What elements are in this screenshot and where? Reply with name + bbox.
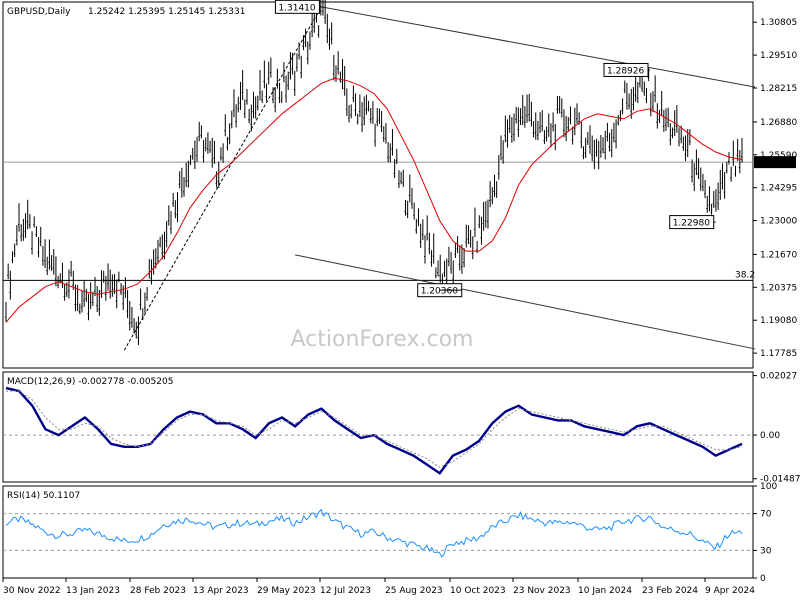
x-tick-label: 10 Oct 2023 (450, 586, 506, 596)
rsi-y-tick-label: 0 (760, 574, 766, 584)
price-y-tick-label: 1.26880 (760, 118, 797, 128)
price-ohlc: 1.25242 1.25395 1.25145 1.25331 (88, 7, 245, 17)
macd-y-tick-label: -0.014877 (760, 475, 800, 485)
price-annotation-label: 1.22980 (673, 219, 710, 229)
channel-line (295, 254, 756, 350)
x-tick-label: 25 Aug 2023 (385, 586, 443, 596)
x-tick-label: 13 Apr 2023 (193, 586, 249, 596)
x-tick-label: 12 Jul 2023 (320, 586, 371, 596)
price-y-tick-label: 1.28215 (760, 84, 797, 94)
x-tick-label: 29 May 2023 (257, 586, 316, 596)
macd-y-tick-label: 0.02027 (760, 372, 797, 382)
watermark: ActionForex.com (291, 327, 474, 352)
price-y-tick-label: 1.17785 (760, 349, 797, 359)
rsi-y-tick-label: 100 (760, 482, 777, 492)
rsi-layer (3, 508, 753, 558)
rsi-y-tick-label: 30 (760, 546, 772, 556)
rsi-y-tick-label: 70 (760, 510, 772, 520)
rsi-panel-title: RSI(14) 50.1107 (7, 491, 80, 501)
last-price-tag (754, 156, 796, 169)
macd-y-tick-label: 0.00 (760, 431, 780, 441)
x-tick-label: 23 Feb 2024 (642, 586, 698, 596)
x-tick-label: 28 Feb 2023 (130, 586, 186, 596)
price-y-tick-label: 1.23000 (760, 217, 797, 227)
price-annotation-label: 1.31410 (278, 3, 315, 13)
x-tick-label: 10 Jan 2024 (578, 586, 632, 596)
macd-signal-line (6, 390, 743, 468)
price-y-tick-label: 1.29510 (760, 51, 797, 61)
macd-layer (3, 386, 753, 475)
dashed-trend-line (123, 6, 322, 351)
moving-average-line (5, 77, 743, 323)
x-tick-label: 23 Nov 2023 (513, 586, 571, 596)
x-tick-label: 13 Jan 2023 (66, 586, 120, 596)
rsi-panel-frame (2, 485, 754, 579)
rsi-line (5, 508, 743, 558)
price-y-tick-label: 1.20375 (760, 283, 797, 293)
channel-line (321, 6, 756, 88)
last-price-tag-label: 1.25331 (757, 158, 794, 168)
price-y-tick-label: 1.25590 (760, 151, 797, 161)
price-annotation-label: 1.28926 (607, 66, 644, 76)
price-y-tick-label: 1.19080 (760, 316, 797, 326)
axis-layer: 1.30805 1.29510 1.28215 1.26880 1.25590 1.242… (2, 18, 800, 596)
x-tick-label: 30 Nov 2022 (3, 586, 61, 596)
price-panel-frame (2, 1, 754, 369)
x-tick-label: 9 Apr 2024 (705, 586, 755, 596)
price-annotation-label: 1.20360 (421, 287, 458, 297)
price-panel-title: GBPUSD,Daily (7, 7, 71, 17)
macd-panel-frame (2, 371, 754, 483)
fib-label: 38.2 (735, 270, 755, 280)
price-y-tick-label: 1.21670 (760, 250, 797, 260)
price-y-tick-label: 1.24295 (760, 184, 797, 194)
price-y-tick-label: 1.30805 (760, 18, 797, 28)
price-layer: 38.2 1.31410 1.28926 1.22980 1.20360 (3, 0, 756, 351)
macd-panel-title: MACD(12,26,9) -0.002778 -0.005205 (7, 377, 173, 387)
